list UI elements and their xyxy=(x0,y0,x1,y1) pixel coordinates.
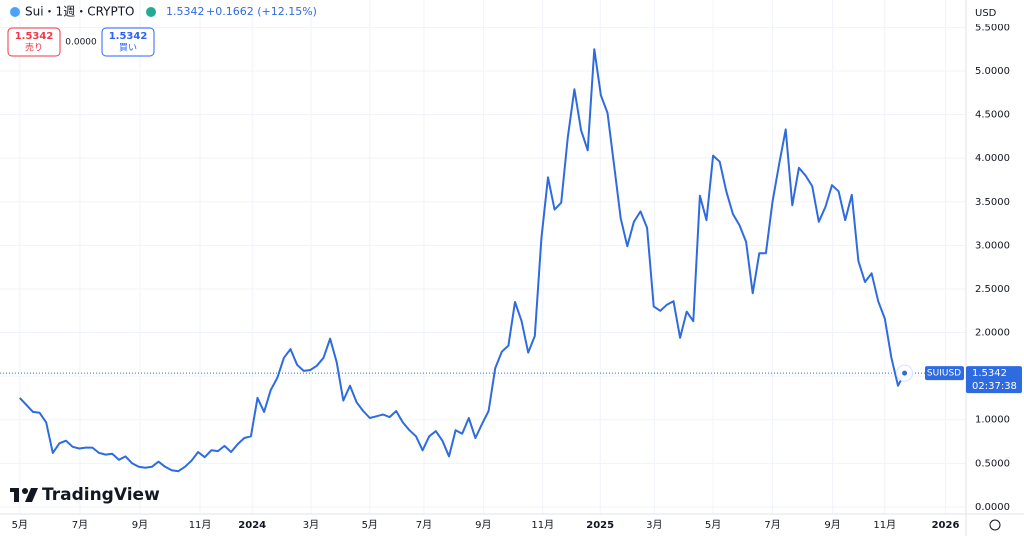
buy-label: 買い xyxy=(119,43,137,54)
symbol-tag xyxy=(925,366,964,381)
x-tick-label: 5月 xyxy=(705,519,721,531)
y-tick-label: 3.5000 xyxy=(975,197,1010,208)
header-price: 1.5342 xyxy=(166,5,205,18)
y-tick-label: 4.0000 xyxy=(975,153,1010,164)
status-dot xyxy=(146,7,156,17)
brand: TradingView xyxy=(42,485,160,505)
x-tick-label: 5月 xyxy=(362,519,378,531)
x-tick-label: 11月 xyxy=(189,519,212,531)
countdown-label: 02:37:38 xyxy=(972,381,1017,392)
x-tick-label: 2024 xyxy=(238,520,266,531)
x-tick-label: 3月 xyxy=(303,519,319,531)
buy-price: 1.5342 xyxy=(109,31,148,42)
x-tick-label: 2026 xyxy=(932,520,960,531)
x-tick-label: 9月 xyxy=(132,519,148,531)
plot xyxy=(0,48,966,473)
last-point xyxy=(902,370,908,376)
x-tick-label: 9月 xyxy=(824,519,840,531)
logo-mark xyxy=(22,488,28,494)
price-labels: SUIUSD 1.5342 02:37:38 xyxy=(925,366,1022,394)
y-tick-label: 0.5000 xyxy=(975,458,1010,469)
price-tag xyxy=(966,366,1022,394)
currency: USD xyxy=(975,8,997,19)
chart-title: Sui・1週・CRYPTO xyxy=(25,5,134,19)
y-tick-label: 5.0000 xyxy=(975,66,1010,77)
logo: TradingView xyxy=(10,485,160,505)
y-tick-label: 2.5000 xyxy=(975,284,1010,295)
sell-label: 売り xyxy=(25,42,43,54)
logo-mark xyxy=(14,488,19,502)
x-tick-label: 5月 xyxy=(12,519,28,531)
x-tick-label: 9月 xyxy=(475,519,491,531)
y-tick-label: 1.0000 xyxy=(975,415,1010,426)
y-tick-label: 4.5000 xyxy=(975,110,1010,121)
symbol-label: SUIUSD xyxy=(927,369,961,379)
logo-mark xyxy=(25,488,38,502)
x-tick-label: 11月 xyxy=(531,519,554,531)
x-tick-label: 7月 xyxy=(72,519,88,531)
header-change: +0.1662 (+12.15%) xyxy=(206,5,317,18)
x-tick-label: 3月 xyxy=(646,519,662,531)
y-tick-label: 5.5000 xyxy=(975,22,1010,33)
price-label: 1.5342 xyxy=(972,368,1007,379)
y-tick-label: 3.0000 xyxy=(975,240,1010,251)
settings-icon[interactable] xyxy=(989,519,1001,531)
x-tick-label: 7月 xyxy=(764,519,780,531)
sell-button[interactable] xyxy=(7,27,61,57)
price-line xyxy=(19,48,906,473)
x-tick-label: 2025 xyxy=(586,520,614,531)
sell-price: 1.5342 xyxy=(15,31,54,42)
x-tick-label: 11月 xyxy=(873,519,896,531)
y-tick-label: 0.0000 xyxy=(975,502,1010,513)
x-tick-label: 7月 xyxy=(416,519,432,531)
y-tick-label: 2.0000 xyxy=(975,328,1010,339)
buy-button[interactable] xyxy=(101,27,155,57)
spread: 0.0000 xyxy=(65,38,97,48)
coin-icon xyxy=(10,7,20,17)
currency-button[interactable] xyxy=(968,2,1022,24)
